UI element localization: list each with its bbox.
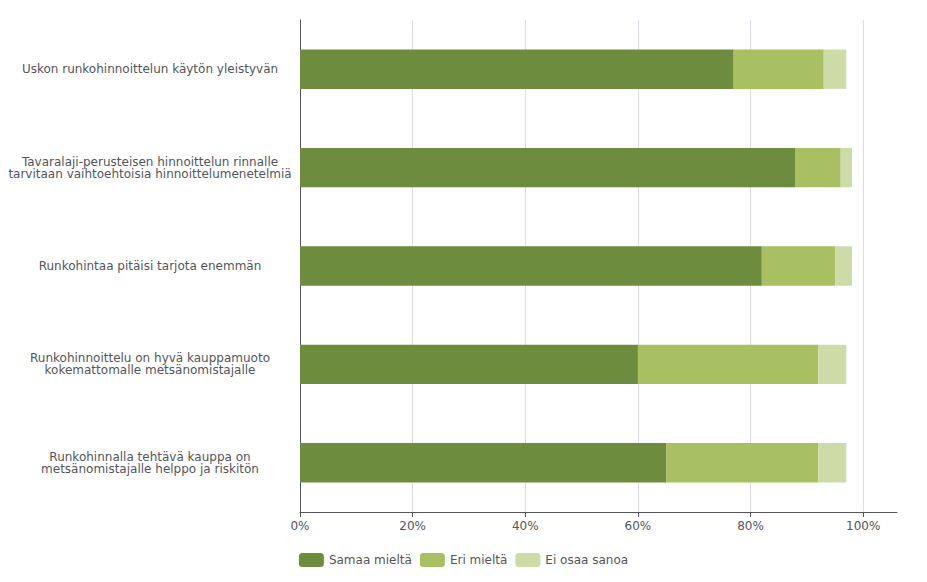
svg-text:0%: 0%: [290, 519, 309, 533]
svg-text:20%: 20%: [399, 519, 426, 533]
svg-text:Uskon runkohinnoittelun käytön: Uskon runkohinnoittelun käytön yleistyvä…: [22, 62, 278, 76]
svg-text:Runkohinnoittelu on hyvä kaupp: Runkohinnoittelu on hyvä kauppamuoto: [30, 351, 270, 366]
svg-text:80%: 80%: [737, 519, 764, 533]
svg-text:40%: 40%: [512, 519, 539, 533]
svg-text:kokemattomalle metsänomistajal: kokemattomalle metsänomistajalle: [45, 363, 256, 377]
svg-text:Ei osaa sanoa: Ei osaa sanoa: [545, 553, 628, 567]
svg-text:Tavaralaji-perusteisen hinnoit: Tavaralaji-perusteisen hinnoittelun rinn…: [21, 154, 279, 169]
svg-text:100%: 100%: [846, 519, 880, 533]
svg-text:60%: 60%: [625, 519, 652, 533]
svg-text:Eri mieltä: Eri mieltä: [450, 553, 507, 567]
svg-text:Runkohintaa pitäisi tarjota en: Runkohintaa pitäisi tarjota enemmän: [39, 259, 262, 273]
svg-text:metsänomistajalle helppo ja ri: metsänomistajalle helppo ja riskitön: [41, 462, 259, 476]
svg-text:Samaa mieltä: Samaa mieltä: [329, 553, 412, 567]
svg-text:Runkohinnalla tehtävä kauppa o: Runkohinnalla tehtävä kauppa on: [49, 449, 251, 464]
svg-text:tarvitaan vaihtoehtoisia hinno: tarvitaan vaihtoehtoisia hinnoittelumene…: [8, 167, 291, 181]
